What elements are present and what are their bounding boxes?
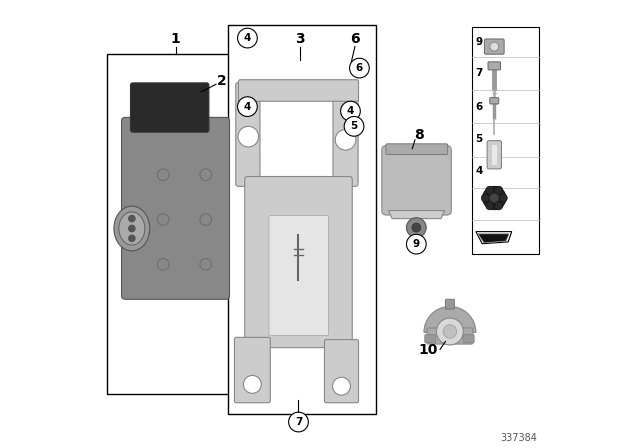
Text: 4: 4	[244, 33, 251, 43]
FancyBboxPatch shape	[488, 62, 500, 70]
Circle shape	[333, 377, 351, 395]
Polygon shape	[478, 234, 509, 243]
FancyBboxPatch shape	[425, 335, 436, 343]
Text: 7: 7	[476, 69, 483, 78]
Text: 1: 1	[171, 32, 180, 47]
Circle shape	[499, 194, 508, 202]
Circle shape	[406, 234, 426, 254]
Bar	[492, 145, 497, 165]
Circle shape	[486, 186, 494, 194]
Text: 10: 10	[419, 343, 438, 358]
Circle shape	[129, 215, 135, 222]
FancyBboxPatch shape	[244, 177, 352, 348]
Circle shape	[349, 58, 369, 78]
Text: 2: 2	[216, 73, 227, 88]
Circle shape	[483, 186, 506, 210]
Text: 7: 7	[295, 417, 302, 427]
FancyBboxPatch shape	[234, 337, 270, 403]
FancyBboxPatch shape	[269, 215, 328, 336]
Circle shape	[495, 202, 503, 210]
FancyBboxPatch shape	[487, 141, 502, 169]
FancyBboxPatch shape	[386, 144, 448, 155]
Ellipse shape	[114, 206, 150, 251]
Circle shape	[238, 126, 259, 147]
Text: 6: 6	[476, 102, 483, 112]
FancyBboxPatch shape	[333, 89, 358, 186]
Text: 5: 5	[351, 121, 358, 131]
Text: 3: 3	[295, 32, 305, 47]
Text: 6: 6	[356, 63, 363, 73]
FancyBboxPatch shape	[324, 340, 358, 403]
Polygon shape	[388, 211, 445, 219]
Polygon shape	[476, 232, 512, 244]
Text: 6: 6	[350, 32, 360, 47]
Text: 337384: 337384	[500, 433, 538, 443]
Text: 4: 4	[476, 166, 483, 176]
FancyBboxPatch shape	[445, 299, 454, 309]
Circle shape	[237, 97, 257, 116]
Circle shape	[340, 101, 360, 121]
Bar	[472, 27, 539, 254]
Text: 5: 5	[476, 134, 483, 144]
Bar	[108, 54, 244, 394]
Circle shape	[443, 325, 457, 338]
Circle shape	[344, 116, 364, 136]
Text: 8: 8	[415, 128, 424, 142]
Bar	[228, 25, 376, 414]
Circle shape	[243, 375, 261, 393]
Circle shape	[495, 186, 503, 194]
Circle shape	[481, 194, 490, 202]
Circle shape	[406, 218, 426, 237]
Text: 9: 9	[413, 239, 420, 249]
Circle shape	[289, 412, 308, 432]
Circle shape	[412, 223, 421, 232]
Text: 9: 9	[476, 37, 483, 47]
FancyBboxPatch shape	[490, 98, 499, 104]
Circle shape	[486, 202, 494, 210]
Ellipse shape	[119, 212, 145, 245]
FancyBboxPatch shape	[131, 83, 209, 132]
FancyBboxPatch shape	[484, 39, 504, 54]
FancyBboxPatch shape	[122, 117, 230, 299]
Circle shape	[129, 225, 135, 232]
FancyBboxPatch shape	[427, 328, 473, 344]
Wedge shape	[424, 306, 476, 332]
FancyBboxPatch shape	[239, 80, 358, 101]
Circle shape	[490, 42, 499, 51]
Circle shape	[490, 194, 499, 202]
Text: 4: 4	[347, 106, 354, 116]
Circle shape	[335, 129, 356, 150]
Circle shape	[436, 318, 463, 345]
FancyBboxPatch shape	[382, 146, 451, 215]
Text: 4: 4	[244, 102, 251, 112]
Circle shape	[129, 235, 135, 241]
FancyBboxPatch shape	[236, 82, 260, 186]
Circle shape	[237, 28, 257, 48]
FancyBboxPatch shape	[463, 335, 474, 343]
